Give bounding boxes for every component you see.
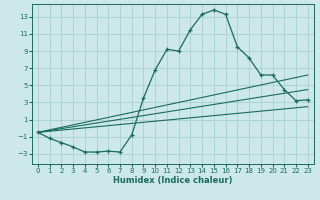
X-axis label: Humidex (Indice chaleur): Humidex (Indice chaleur) [113, 176, 233, 185]
